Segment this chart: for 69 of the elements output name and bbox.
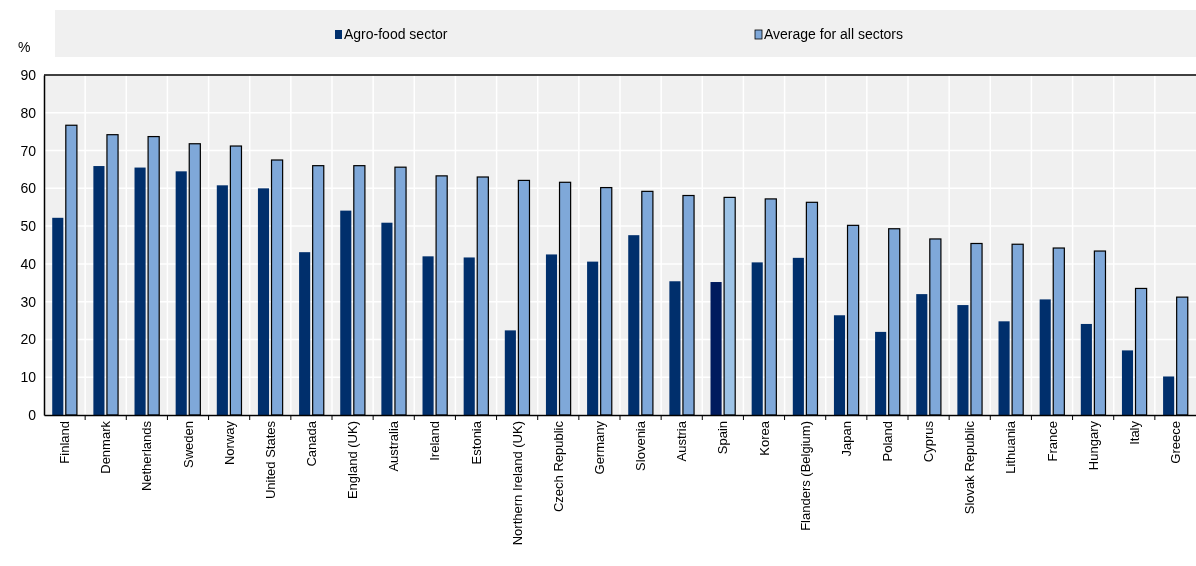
bar [628,235,640,415]
x-tick-label: Finland [57,421,73,464]
bar [545,254,558,415]
x-tick-label: Slovak Republic [962,420,978,515]
x-tick-label: Estonia [468,420,484,465]
x-tick-label: England (UK) [345,421,361,500]
x-tick-label: Ireland [427,421,443,461]
y-tick-label: 80 [20,104,37,121]
x-tick-label: Cyprus [921,420,937,463]
bar [751,262,763,415]
bar [833,315,846,415]
bar [916,294,928,415]
x-tick-label: Korea [756,420,772,456]
x-tick-label: Austria [674,420,690,462]
x-tick-label: Slovenia [633,420,649,471]
y-tick-label: 10 [20,369,37,386]
x-tick-label: Canada [303,420,319,467]
bar [792,257,804,415]
legend-label: Average for all sectors [764,26,904,42]
bar [299,252,311,415]
y-tick-label: 40 [20,255,37,272]
x-tick-label: Denmark [98,420,114,474]
y-tick-label: 20 [20,331,37,348]
bar [93,166,105,415]
bar [1039,299,1051,415]
y-tick-label: 90 [20,66,37,83]
x-tick-label: Flanders (Belgium) [797,421,813,531]
legend-label: Agro-food sector [344,26,448,42]
bar [669,281,681,415]
y-tick-label: 50 [20,218,37,235]
y-tick-label: 70 [20,142,37,159]
x-tick-label: Sweden [180,421,196,468]
x-tick-label: Germany [591,420,607,475]
x-tick-label: Australia [386,420,402,472]
x-tick-label: Czech Republic [550,420,566,513]
bar [998,321,1010,415]
bar [504,330,516,415]
bar [875,331,887,415]
bar [957,305,969,415]
bar [1080,323,1092,415]
x-tick-label: Norway [221,420,237,466]
x-tick-label: France [1044,421,1060,462]
bar [52,217,64,415]
bar [422,256,434,415]
x-tick-label: Netherlands [139,420,155,492]
x-tick-label: Japan [838,421,854,457]
bar [381,222,393,415]
x-tick-label: Poland [879,421,895,462]
y-tick-label: 30 [20,293,37,310]
bar [1121,350,1134,415]
bar [1163,376,1175,415]
bar [175,171,187,415]
bar [340,210,352,415]
x-tick-label: United States [262,420,278,500]
y-axis-title: % [18,39,31,55]
bar [216,185,228,415]
bar [463,257,475,415]
x-tick-label: Greece [1167,421,1183,464]
bar [134,167,146,415]
x-tick-label: Lithuania [1003,420,1019,474]
x-tick-label: Italy [1126,420,1142,445]
y-tick-label: 0 [28,406,37,423]
bar [587,261,599,415]
y-tick-label: 60 [20,180,37,197]
bar [710,282,722,415]
x-tick-label: Northern Ireland (UK) [509,421,525,546]
x-tick-label: Spain [715,421,731,455]
x-tick-label: Hungary [1085,420,1101,471]
bar [257,188,270,415]
